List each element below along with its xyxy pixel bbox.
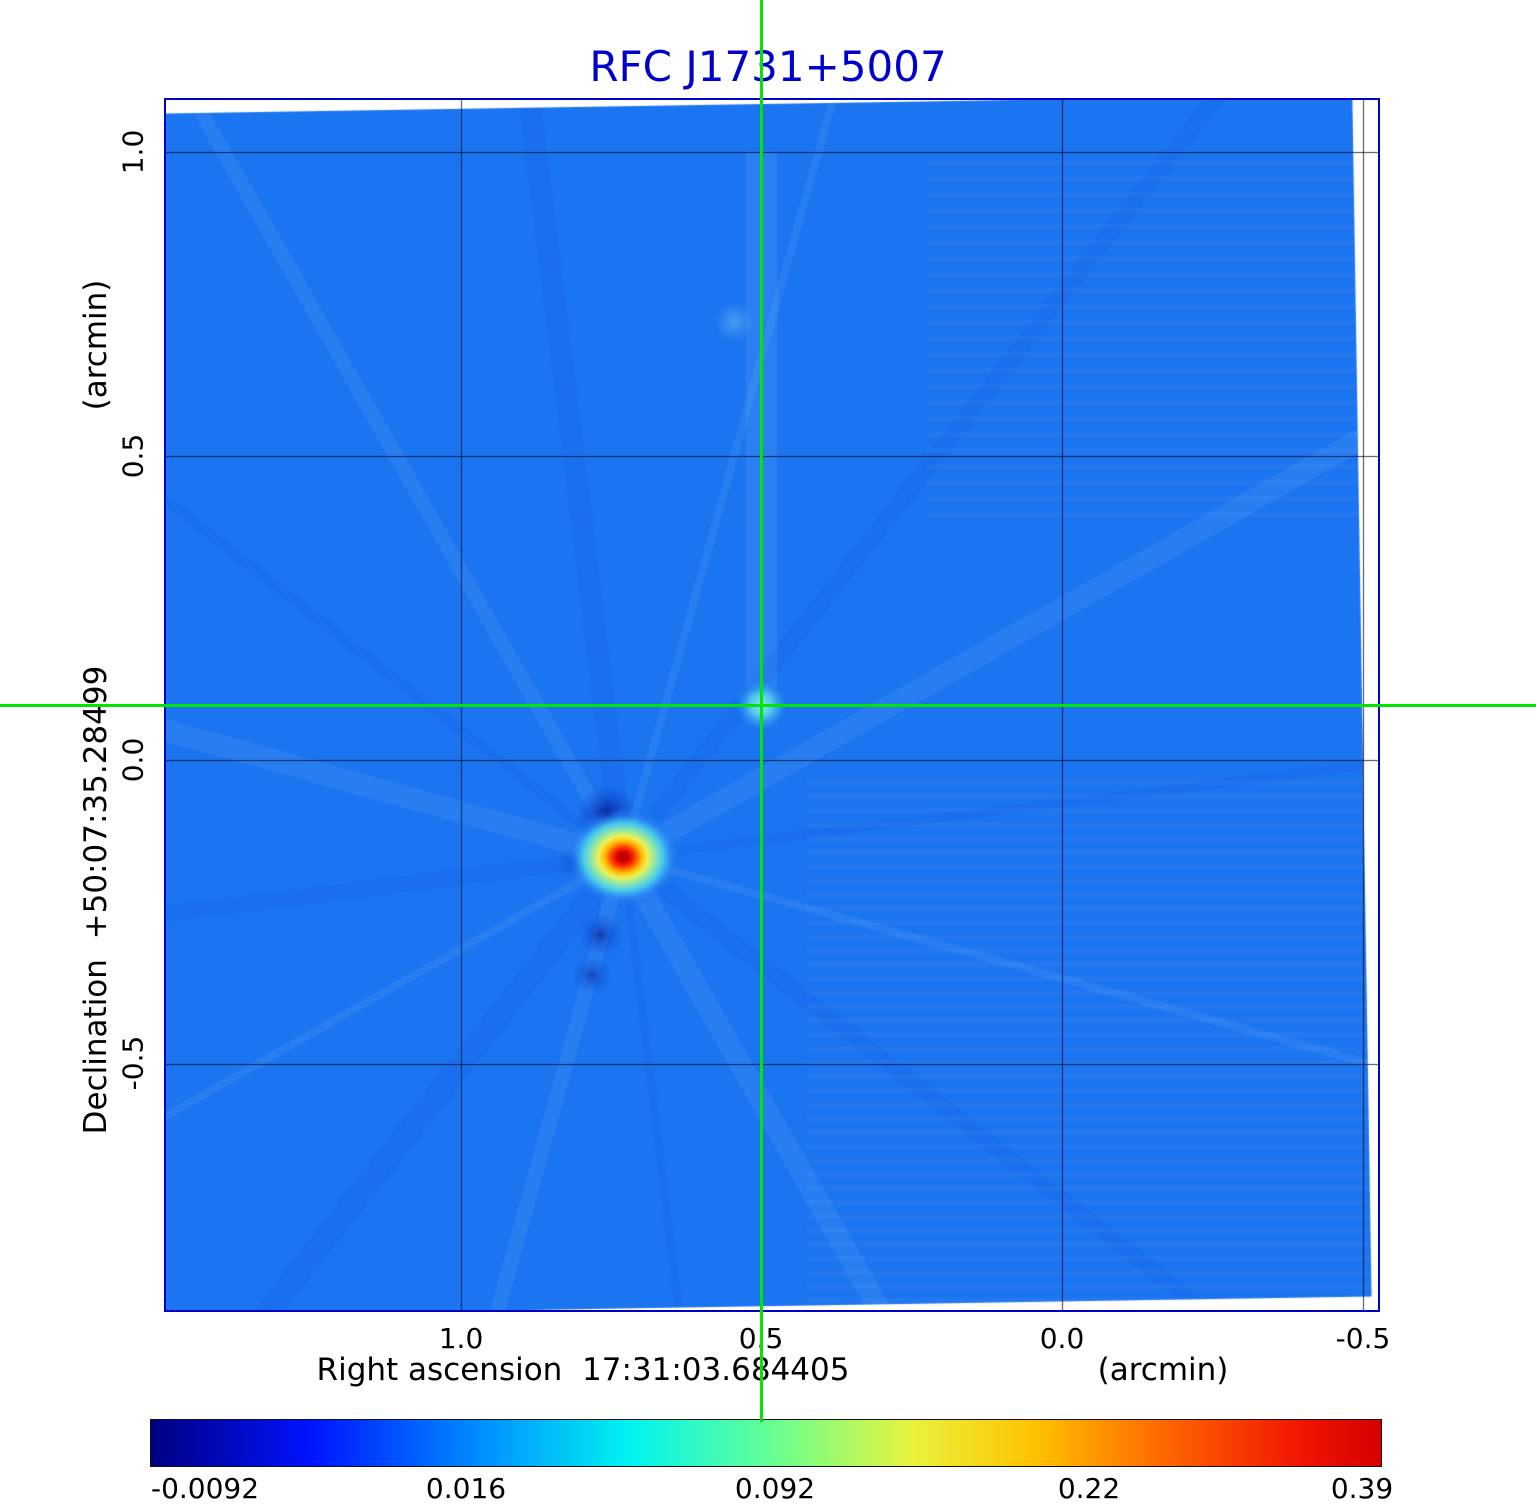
crosshair-vertical-line (760, 0, 763, 1422)
y-tick-label: 0.0 (116, 737, 150, 783)
colorbar-tick-label: 0.39 (1330, 1472, 1394, 1505)
x-axis-unit-label: (arcmin) (1097, 1352, 1229, 1388)
colorbar-tick-label: 0.092 (734, 1472, 816, 1505)
figure-title: RFC J1731+5007 (589, 42, 947, 91)
y-tick-label: 0.5 (116, 433, 150, 479)
x-tick-label: 1.0 (438, 1322, 484, 1355)
x-axis-label: Right ascension 17:31:03.684405 (316, 1352, 850, 1388)
y-axis-label: Declination +50:07:35.28499 (78, 665, 114, 1135)
colorbar-tick-label: 0.22 (1057, 1472, 1121, 1505)
crosshair-horizontal-line (0, 704, 1536, 707)
colorbar (150, 1419, 1382, 1467)
colorbar-tick-label: 0.016 (425, 1472, 507, 1505)
x-tick-label: -0.5 (1335, 1322, 1391, 1355)
y-tick-label: -0.5 (116, 1035, 150, 1091)
y-tick-label: 1.0 (116, 129, 150, 175)
x-tick-label: 0.0 (1039, 1322, 1085, 1355)
colorbar-tick-label: -0.0092 (150, 1472, 260, 1505)
y-axis-unit-label: (arcmin) (78, 279, 114, 411)
